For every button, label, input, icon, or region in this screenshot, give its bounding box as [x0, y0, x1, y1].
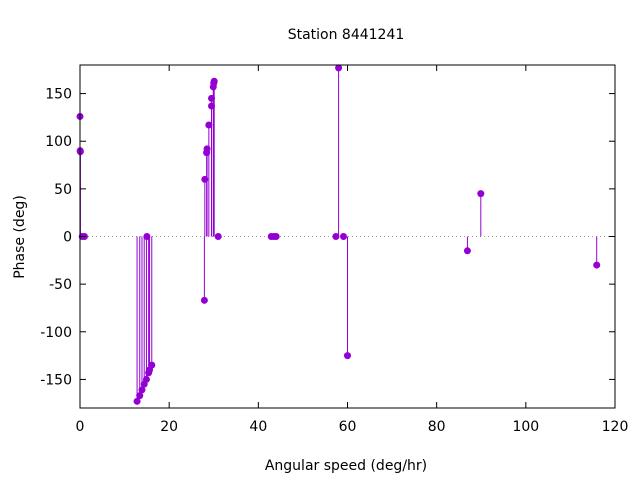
y-tick-label: -150	[40, 372, 72, 388]
data-point	[463, 247, 471, 255]
data-point	[477, 190, 485, 198]
x-tick-label: 20	[160, 419, 178, 435]
y-tick-label: -100	[40, 325, 72, 341]
x-tick-label: 0	[76, 419, 85, 435]
data-point	[214, 233, 222, 240]
data-point	[203, 145, 211, 153]
x-tick-label: 80	[428, 419, 446, 435]
data-point	[148, 361, 156, 369]
x-tick-label: 60	[339, 419, 357, 435]
x-axis-ticks: 0 20 40 60 80 100 120	[76, 65, 629, 435]
y-axis-label: Phase (deg)	[12, 195, 28, 279]
data-point	[208, 94, 216, 102]
data-point	[201, 175, 209, 183]
data-point	[143, 233, 151, 240]
data-point	[205, 121, 213, 129]
y-axis-ticks: -150 -100 -50 0 50 100 150	[40, 87, 615, 388]
impulse-series	[79, 67, 598, 402]
data-point	[200, 296, 208, 304]
data-point	[339, 233, 347, 240]
x-tick-label: 40	[249, 419, 267, 435]
data-point	[142, 375, 150, 383]
chart-title: Station 8441241	[288, 27, 405, 43]
y-tick-label: 100	[45, 134, 72, 150]
y-tick-label: 150	[45, 87, 72, 103]
x-tick-label: 100	[512, 419, 539, 435]
point-series	[76, 64, 601, 405]
y-tick-label: -50	[49, 277, 72, 293]
data-point	[136, 392, 144, 400]
data-point	[332, 233, 340, 240]
data-point	[272, 233, 280, 240]
y-tick-label: 50	[54, 182, 72, 198]
data-point	[133, 397, 141, 405]
x-axis-label: Angular speed (deg/hr)	[265, 458, 427, 474]
data-point	[138, 386, 146, 394]
data-point	[208, 102, 216, 110]
data-point	[593, 261, 601, 269]
x-tick-label: 120	[602, 419, 629, 435]
data-point	[335, 64, 343, 72]
data-point	[210, 77, 218, 85]
data-point	[344, 352, 351, 360]
y-tick-label: 0	[63, 230, 72, 246]
